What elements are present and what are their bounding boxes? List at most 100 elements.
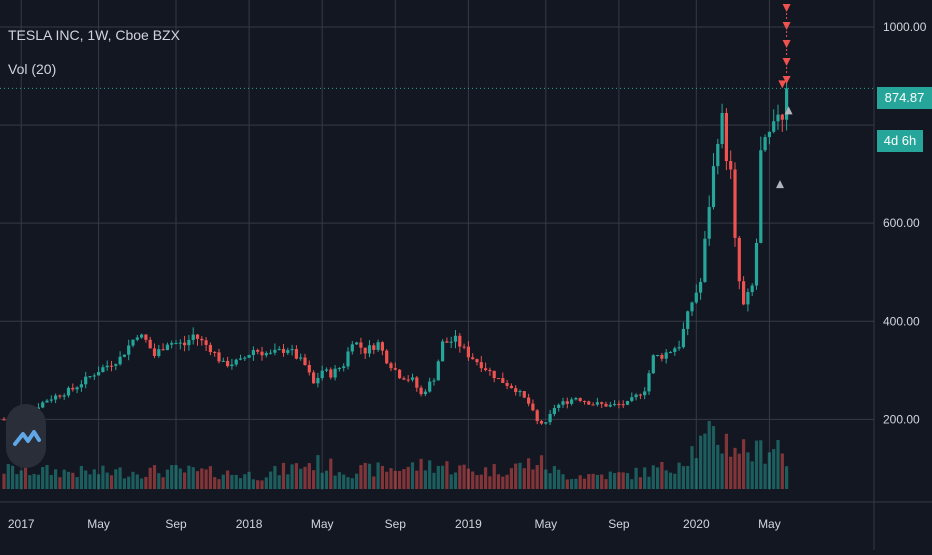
x-tick-label: 2017 [8,517,35,531]
candle-body [552,407,556,415]
candle-body [84,376,88,385]
volume-bar [307,463,311,489]
candle-body [436,361,440,381]
candle-body [638,394,642,396]
candle-body [303,357,307,365]
volume-bar [36,474,40,489]
volume-bar [97,474,101,489]
candle-body [195,334,200,339]
candle-body [41,402,45,408]
candle-body [208,344,212,353]
candle-body [127,345,131,355]
candle-body [45,400,49,403]
volume-bar [350,478,354,489]
candle-body [402,378,406,380]
candle-body [109,365,114,367]
volume-bar [299,468,303,489]
volume-bar [333,475,337,489]
candle-body [501,378,505,383]
volume-bar [389,468,393,489]
volume-bar [668,472,673,489]
volume-bar [114,469,118,489]
volume-bar [161,477,165,489]
candle-body [363,347,367,354]
volume-bar [385,471,389,489]
volume-bar [423,470,427,489]
volume-bar [617,472,621,489]
candle-body [148,339,152,349]
volume-bar [539,455,544,489]
candle-body [742,281,746,305]
candle-body [144,334,148,340]
candle-body [578,398,582,401]
volume-bar [677,462,681,489]
candle-body [398,369,402,379]
candle-body [260,351,264,356]
volume-bar [208,466,212,489]
candle-body [600,402,604,404]
candle-body [204,340,208,345]
candle-body [355,342,359,345]
candle-body [518,391,522,393]
volume-bar [625,473,630,489]
candle-body [346,351,350,367]
volume-bar [213,477,217,489]
volume-bar [582,478,587,489]
volume-bar [462,464,466,489]
volume-bar [303,466,307,489]
candle-body [337,367,341,369]
candle-body [54,395,58,400]
volume-bar [342,474,346,489]
volume-bar [441,465,445,489]
volume-bar [105,472,109,489]
volume-bar [140,478,144,489]
candle-body [604,403,608,407]
candle-body [772,121,776,132]
volume-bar [767,452,771,489]
sell-signal-marker [782,76,791,84]
candle-body [548,414,552,423]
volume-bar [711,426,716,489]
candle-body [131,339,135,346]
volume-bar [337,472,341,489]
candle-body [376,342,380,350]
candle-body [625,400,630,405]
volume-bar [772,449,776,489]
tradingview-logo[interactable] [6,404,46,468]
candle-body [221,360,225,362]
y-tick-label: 200.00 [883,412,920,426]
volume-bar [578,475,582,489]
candle-body [238,358,243,360]
sell-signal-marker [782,40,791,48]
volume-bar [750,461,754,489]
candle-body [256,350,260,352]
volume-bar [410,462,415,489]
volume-bar [380,465,384,489]
volume-bar [54,469,58,489]
volume-bar [41,467,45,489]
volume-bar [264,477,268,489]
volume-bar [565,479,569,489]
candle-body [316,378,320,384]
candle-body [135,337,139,340]
volume-bar [780,453,784,489]
candle-body [531,403,535,411]
candle-body [703,238,707,282]
x-tick-label: Sep [385,517,407,531]
volume-bars [2,420,789,489]
volume-bar [501,476,505,489]
candle-body [372,345,376,350]
candle-body [664,352,668,359]
volume-bar [62,469,66,489]
candle-body [88,376,92,378]
volume-bar [238,478,243,489]
candle-body [294,349,298,359]
candle-body [634,394,638,398]
volume-bar [79,465,83,489]
grid [0,0,874,490]
volume-bar [402,469,406,489]
candle-body [458,335,462,347]
volume-bar [195,471,200,489]
